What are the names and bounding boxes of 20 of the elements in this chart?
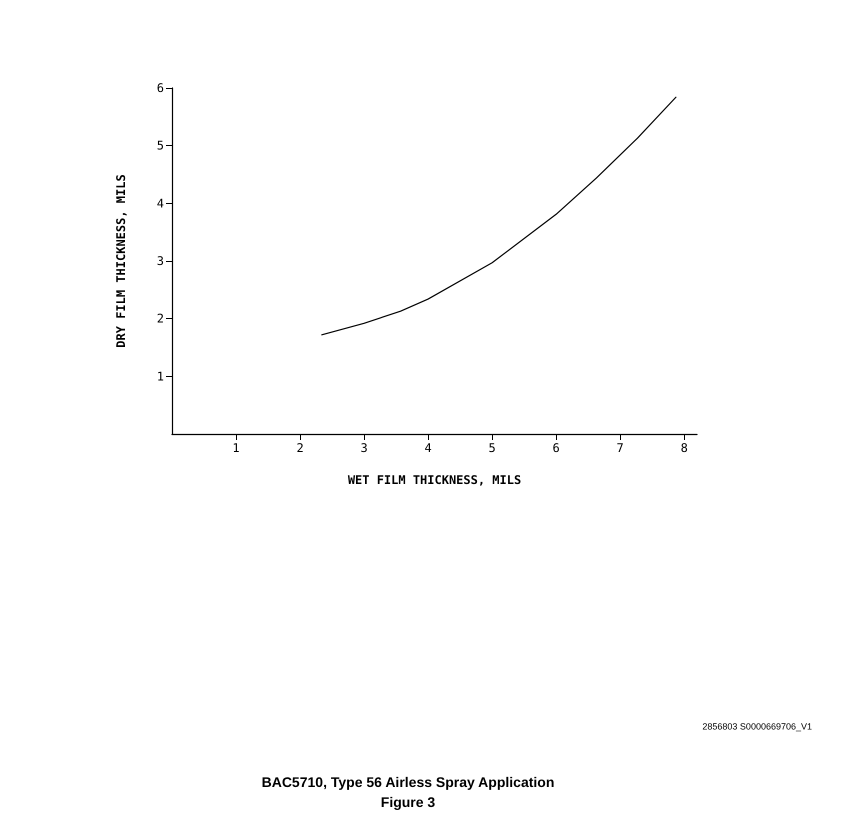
x-tick-label: 3 — [360, 441, 368, 455]
y-tick-label: 3 — [156, 254, 164, 268]
x-tick-label: 2 — [296, 441, 304, 455]
text: BAC5710, Type 56 Airless Spray Application — [262, 774, 554, 790]
y-axis-title: DRY FILM THICKNESS, MILS — [114, 174, 128, 348]
y-tick-label: 1 — [156, 369, 164, 384]
y-tick-label: 5 — [156, 138, 164, 153]
x-tick-label: 4 — [424, 441, 432, 455]
text: 2856803 S0000669706_V1 — [702, 722, 812, 732]
x-tick-label: 5 — [488, 441, 496, 455]
y-tick-label: 4 — [156, 196, 164, 210]
x-axis-title: WET FILM THICKNESS, MILS — [348, 473, 522, 487]
line-series — [321, 96, 676, 336]
x-tick-label: 7 — [616, 441, 624, 455]
x-tick-label: 1 — [232, 441, 240, 455]
y-tick-label: 2 — [156, 312, 164, 326]
x-tick-label: 6 — [552, 441, 560, 455]
text: Figure 3 — [380, 794, 436, 810]
x-tick-label: 8 — [680, 441, 688, 455]
y-tick-label: 6 — [156, 81, 164, 95]
